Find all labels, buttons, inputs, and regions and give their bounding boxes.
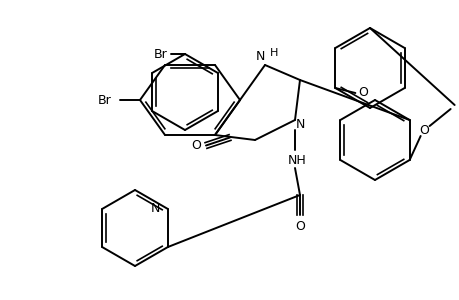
Text: NH: NH: [287, 154, 306, 166]
Text: Br: Br: [154, 47, 168, 61]
Text: N: N: [255, 50, 264, 64]
Text: N: N: [151, 202, 160, 215]
Text: N: N: [295, 118, 304, 131]
Text: O: O: [358, 86, 368, 100]
Text: Br: Br: [98, 94, 112, 106]
Text: H: H: [269, 48, 278, 58]
Text: O: O: [294, 220, 304, 233]
Text: O: O: [190, 139, 201, 152]
Text: O: O: [419, 124, 429, 136]
